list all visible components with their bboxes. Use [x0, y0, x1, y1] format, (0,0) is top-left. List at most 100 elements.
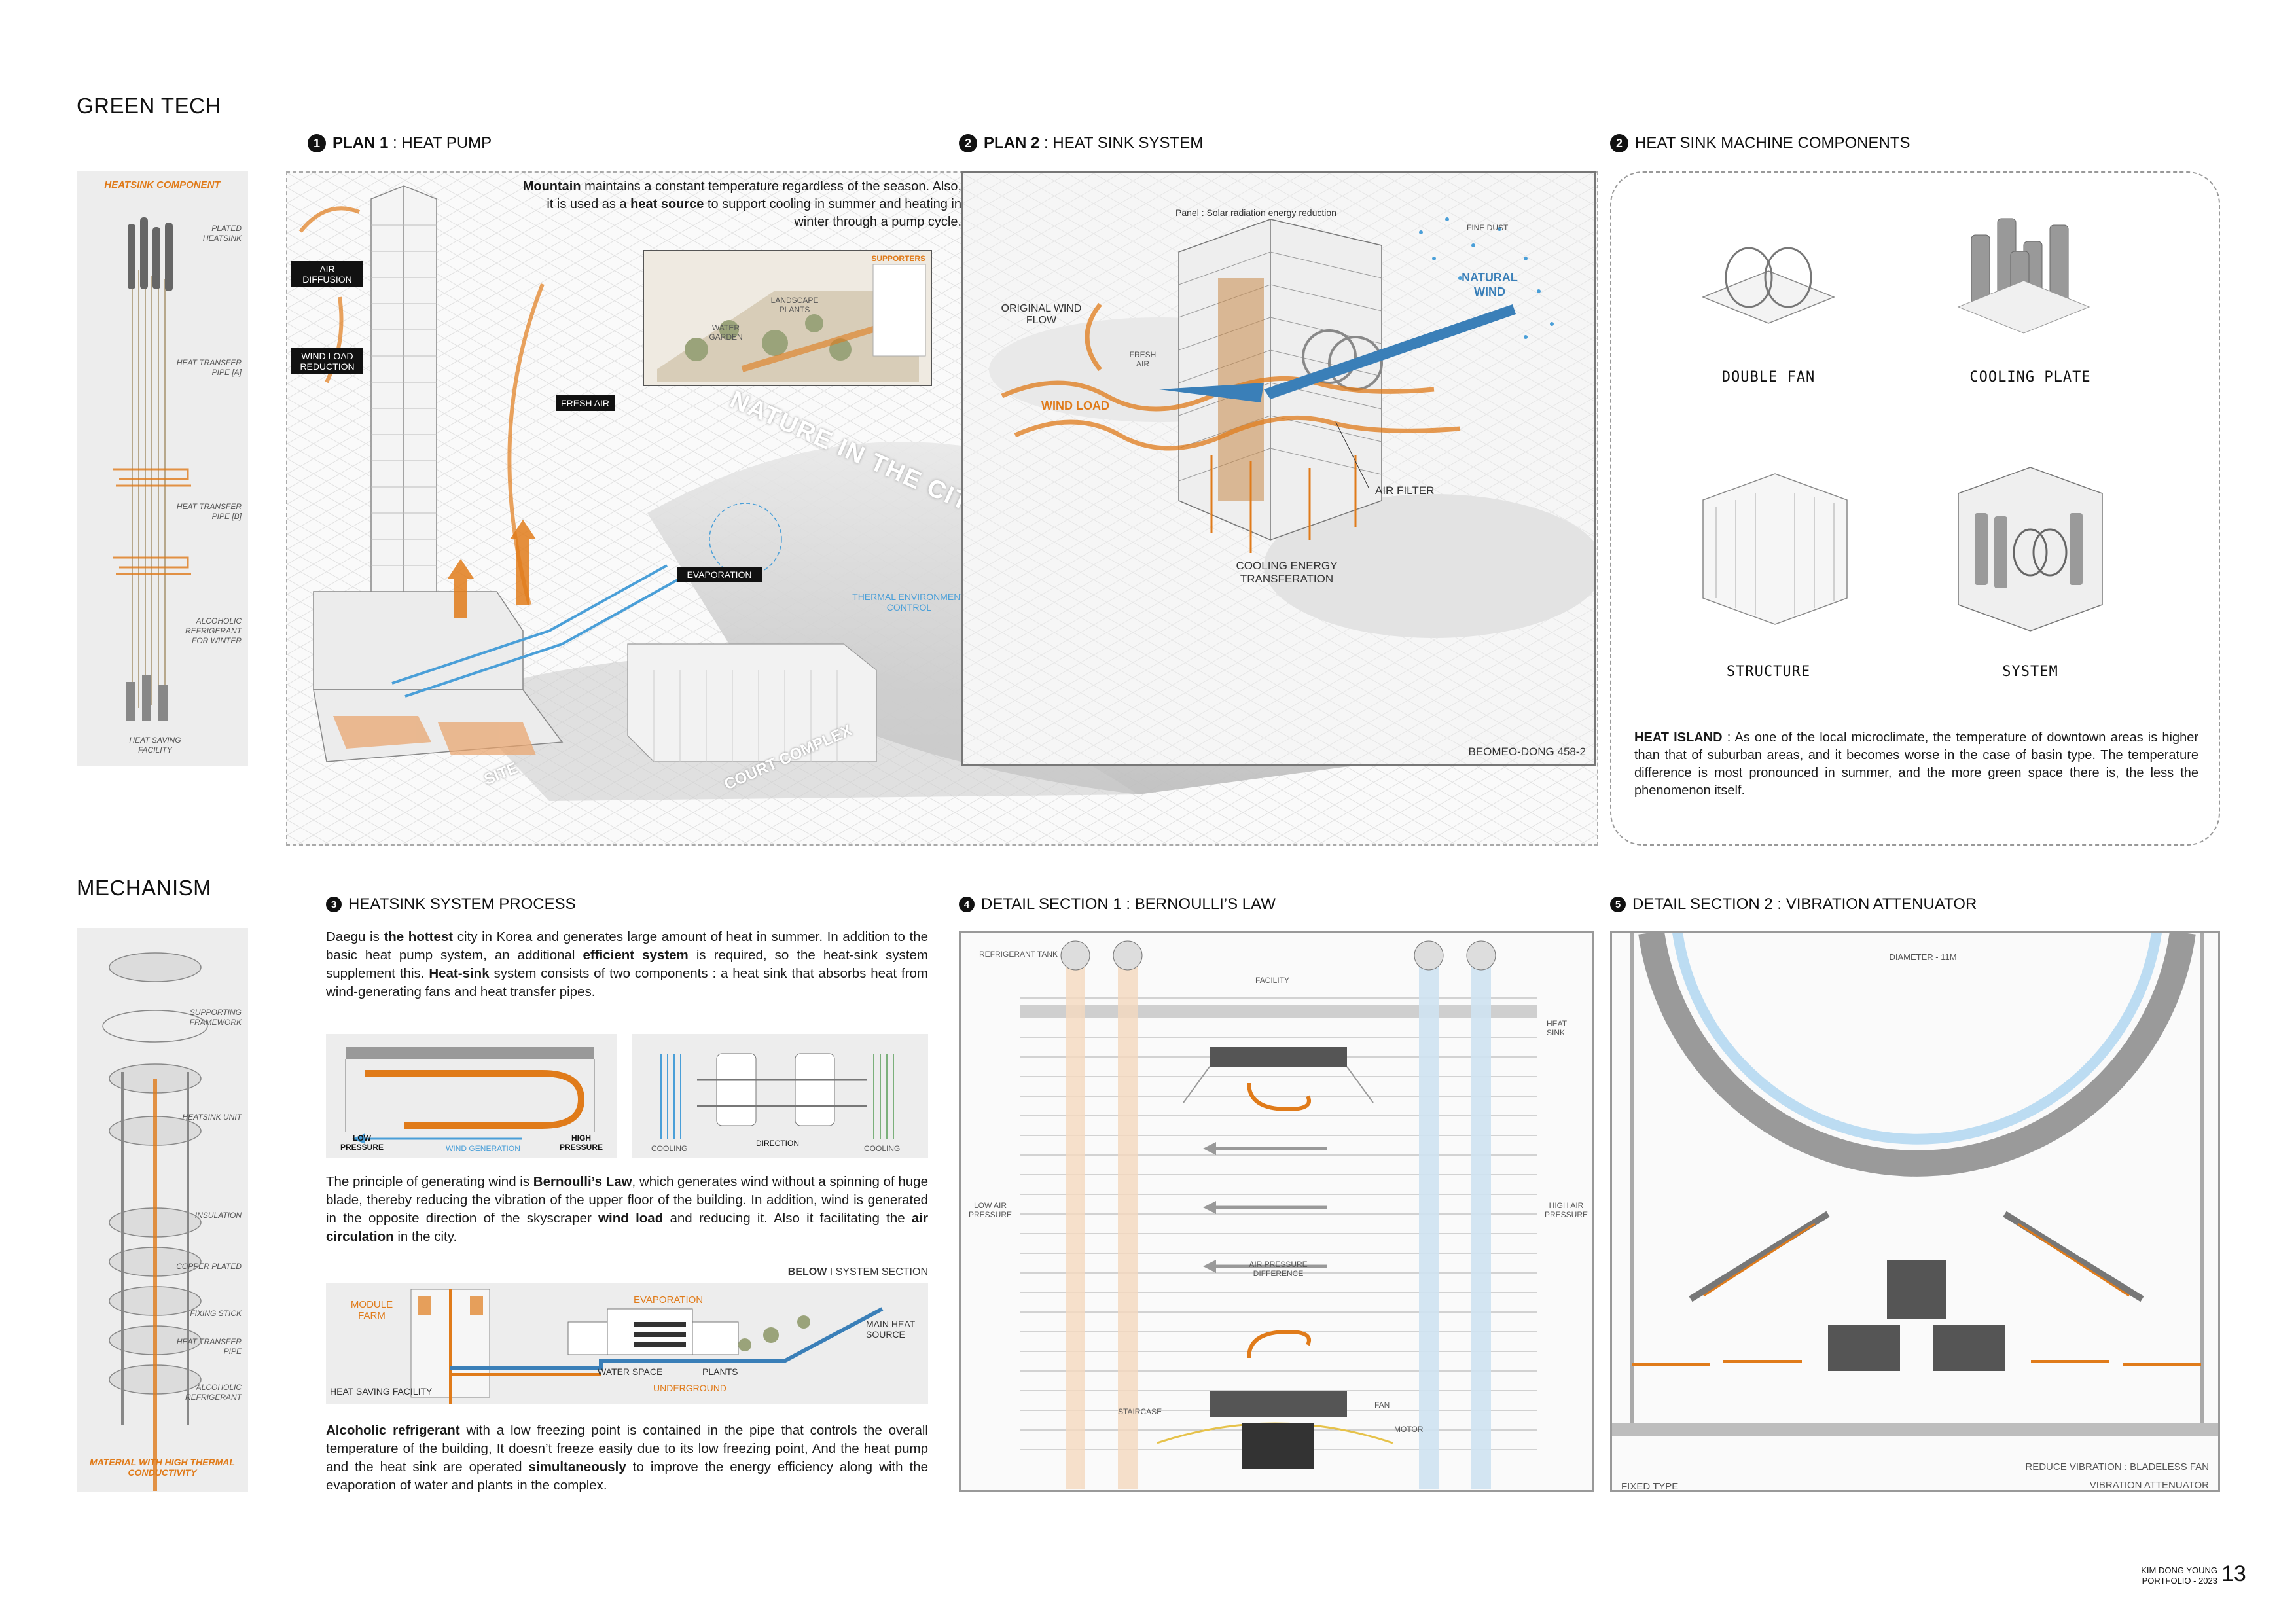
cooling-right-label: COOLING	[864, 1144, 901, 1153]
plan1-text-2: to support cooling in summer and heating…	[704, 197, 961, 229]
p1-t4: is required, so the heat-sink system sup…	[326, 948, 929, 981]
process-title: HEATSINK SYSTEM PROCESS	[348, 895, 576, 913]
label-plated-heatsink: PLATED HEATSINK	[202, 224, 242, 243]
below-rest: I SYSTEM SECTION	[827, 1266, 928, 1277]
wind-generation-label: WIND GENERATION	[446, 1144, 520, 1153]
plan2-title-rest: : HEAT SINK SYSTEM	[1039, 134, 1204, 152]
label-alcoholic-refrigerant: ALCOHOLIC REFRIGERANT	[185, 1383, 242, 1402]
system-section-drawing	[410, 1289, 884, 1404]
detail1-number: 4	[959, 897, 975, 912]
components-title: HEAT SINK MACHINE COMPONENTS	[1635, 134, 1910, 152]
label-copper-plated: COPPER PLATED	[176, 1262, 242, 1271]
landscape-plants-label: LANDSCAPE PLANTS	[770, 296, 819, 314]
label-insulation: INSULATION	[194, 1211, 242, 1220]
tag-evaporation: EVAPORATION	[677, 567, 762, 582]
components-drawings	[1701, 218, 2103, 632]
fixed-type-label: FIXED TYPE	[1621, 1481, 1679, 1492]
detail1-title: DETAIL SECTION 1 : BERNOULLI’S LAW	[981, 895, 1276, 913]
detail2-heading: 5 DETAIL SECTION 2 : VIBRATION ATTENUATO…	[1610, 895, 1977, 914]
mechanism-component-drawing	[102, 952, 208, 1491]
below-caption: BELOW I SYSTEM SECTION	[772, 1266, 928, 1278]
plan1-text-bold-2: heat source	[630, 197, 704, 211]
detail1-drawing	[1020, 940, 1537, 1489]
module-farm-label: MODULE FARM	[350, 1299, 393, 1321]
high-pressure-label: HIGH PRESSURE	[559, 1133, 603, 1152]
plan1-number: 1	[308, 134, 326, 152]
cooling-left-label: COOLING	[651, 1144, 688, 1153]
supporters-inset: SUPPORTERS LANDSCAPE PLANTS WATER GARDEN	[643, 250, 932, 386]
detail1-panel: REFRIGERANT TANK FACILITY HEAT SINK LOW …	[959, 931, 1594, 1492]
air-filter-label: AIR FILTER	[1375, 484, 1435, 497]
process-paragraph-1: Daegu is the hottest city in Korea and g…	[326, 928, 928, 1001]
heat-island-text: HEAT ISLAND : As one of the local microc…	[1634, 729, 2198, 800]
plan2-title-bold: PLAN 2	[984, 134, 1040, 152]
p2-b5: air circulation	[326, 1211, 928, 1244]
wind-load-label: WIND LOAD	[1041, 399, 1109, 412]
water-garden-label: WATER GARDEN	[709, 323, 743, 342]
supporters-label: SUPPORTERS	[871, 254, 925, 263]
underground-label: UNDERGROUND	[653, 1383, 726, 1393]
plants-label: PLANTS	[702, 1366, 738, 1377]
heatsink-component-title: HEATSINK COMPONENT	[104, 179, 221, 190]
detail2-title: DETAIL SECTION 2 : VIBRATION ATTENUATOR	[1632, 895, 1977, 913]
thermal-control-label: THERMAL ENVIRONMENT CONTROL	[852, 592, 966, 613]
supporters-drawing	[644, 251, 931, 385]
system-section-diagram: MODULE FARM EVAPORATION MAIN HEAT SOURCE…	[326, 1283, 928, 1404]
label-alcoholic-refrigerant-winter: ALCOHOLIC REFRIGERANT FOR WINTER	[185, 616, 242, 645]
label-heat-pipe-a: HEAT TRANSFER PIPE [A]	[176, 358, 242, 377]
air-pressure-difference-label: AIR PRESSURE DIFFERENCE	[1249, 1260, 1308, 1278]
process-paragraph-2: The principle of generating wind is Bern…	[326, 1173, 928, 1246]
component-cooling-plate: COOLING PLATE	[1969, 369, 2091, 385]
process-paragraph-3: Alcoholic refrigerant with a low freezin…	[326, 1421, 928, 1495]
plan2-heading: 2 PLAN 2 : HEAT SINK SYSTEM	[959, 134, 1203, 152]
plan1-description: Mountain maintains a constant temperatur…	[516, 178, 961, 231]
fine-dust-label: FINE DUST	[1467, 223, 1509, 232]
p1-b3: efficient system	[583, 948, 689, 963]
tag-air-diffusion: AIR DIFFUSION	[291, 261, 363, 287]
label-supporting-framework: SUPPORTING FRAMEWORK	[189, 1008, 242, 1027]
label-heatsink-unit: HEATSINK UNIT	[182, 1113, 242, 1122]
components-number: 2	[1610, 134, 1628, 152]
cooling-energy-label: COOLING ENERGY TRANSFERATION	[1236, 560, 1338, 585]
low-pressure-label: LOW PRESSURE	[340, 1133, 384, 1152]
staircase-label: STAIRCASE	[1118, 1407, 1162, 1416]
detail2-number: 5	[1610, 897, 1626, 912]
reduce-vibration-label: REDUCE VIBRATION : BLADELESS FAN	[2025, 1461, 2209, 1472]
section-title-mechanism: MECHANISM	[77, 876, 212, 900]
location-label: BEOMEO-DONG 458-2	[1468, 745, 1587, 758]
components-heading: 2 HEAT SINK MACHINE COMPONENTS	[1610, 134, 1910, 152]
evaporation-label: EVAPORATION	[634, 1294, 704, 1306]
plan1-heading: 1 PLAN 1 : HEAT PUMP	[308, 134, 492, 152]
p1-t2: city in Korea and generates large amount…	[326, 929, 928, 963]
diameter-label: DIAMETER - 11M	[1889, 952, 1957, 962]
detail2-panel: DIAMETER - 11M REDUCE VIBRATION : BLADEL…	[1610, 931, 2220, 1492]
heat-island-bold: HEAT ISLAND	[1634, 730, 1723, 745]
p3-t3: to improve the energy efficiency along w…	[326, 1459, 928, 1493]
process-heading: 3 HEATSINK SYSTEM PROCESS	[326, 895, 576, 914]
footer-portfolio: PORTFOLIO - 2023	[2142, 1576, 2217, 1586]
direction-drawing	[660, 1053, 894, 1139]
mechanism-component-panel: SUPPORTING FRAMEWORK HEATSINK UNIT INSUL…	[77, 928, 248, 1492]
plan1-text-1: maintains a constant temperature regardl…	[547, 179, 961, 211]
process-number: 3	[326, 897, 342, 912]
plan2-drawing	[963, 173, 1594, 764]
page-number: 13	[2221, 1561, 2246, 1586]
p1-b1: the hottest	[384, 929, 454, 944]
p2-b1: Bernoulli’s Law	[533, 1174, 632, 1189]
natural-wind-label: NATURAL WIND	[1462, 271, 1518, 298]
heatsink-component-panel: HEATSINK COMPONENT PLATED HEATSINK HEAT …	[77, 171, 248, 766]
main-heat-source-label: MAIN HEAT SOURCE	[866, 1319, 915, 1340]
facility-label: FACILITY	[1255, 976, 1290, 985]
plan1-text-bold-1: Mountain	[522, 179, 581, 194]
label-heat-saving-facility: HEAT SAVING FACILITY	[129, 736, 181, 755]
panel-label: Panel : Solar radiation energy reduction	[1175, 207, 1336, 218]
p2-t4: and reducing it. Also it facilitating th…	[663, 1211, 912, 1226]
plan2-number: 2	[959, 134, 977, 152]
fresh-air-label: FRESH AIR	[1129, 350, 1157, 368]
plan1-title-rest: : HEAT PUMP	[388, 134, 492, 152]
p3-t1: with a low freezing point is contained i…	[326, 1423, 928, 1474]
water-space-label: WATER SPACE	[598, 1366, 663, 1377]
direction-label: DIRECTION	[756, 1139, 799, 1148]
tag-wind-load-reduction: WIND LOAD REDUCTION	[291, 348, 363, 374]
p2-t6: in the city.	[393, 1229, 457, 1244]
